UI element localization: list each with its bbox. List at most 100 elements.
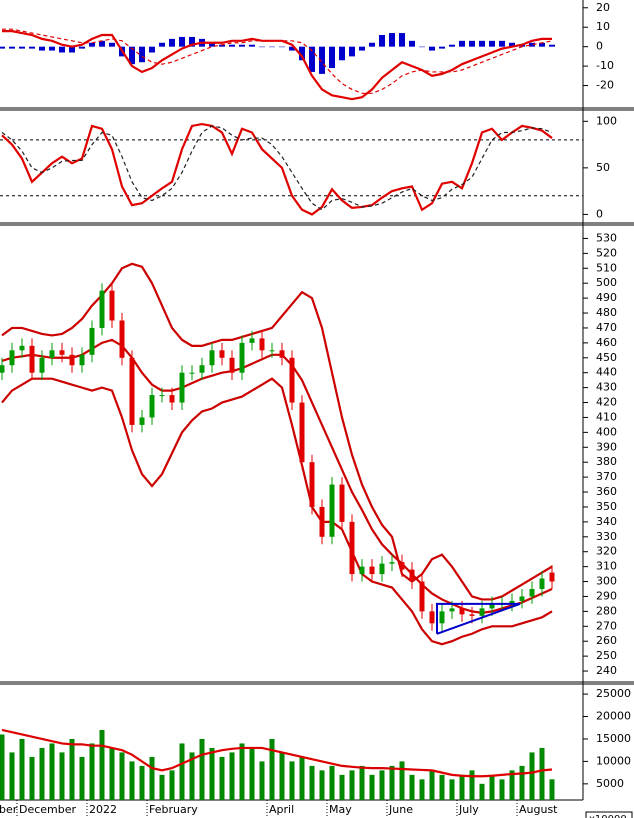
indicator-line <box>2 28 553 94</box>
volume-bar <box>399 761 405 800</box>
volume-bar <box>259 761 265 800</box>
volume-bar <box>289 761 295 800</box>
candle-body <box>479 608 485 616</box>
y-tick-label: 300 <box>596 575 617 588</box>
volume-bar <box>379 770 385 800</box>
y-tick-label: 490 <box>596 291 617 304</box>
histogram-bar <box>439 46 445 49</box>
volume-bar <box>439 774 445 800</box>
y-tick-label: 430 <box>596 381 617 394</box>
histogram-bar <box>159 42 165 47</box>
volume-bar <box>369 774 375 800</box>
volume-bar <box>549 779 555 800</box>
y-tick-label: 400 <box>596 425 617 438</box>
histogram-bar <box>389 33 395 47</box>
y-tick-label: 470 <box>596 321 617 334</box>
candle-body <box>519 596 525 601</box>
histogram-bar <box>489 40 495 47</box>
candle-body <box>79 354 85 366</box>
candle-body <box>19 345 25 351</box>
volume-bar <box>229 752 235 800</box>
volume-bar <box>509 770 515 800</box>
volume-bar <box>339 774 345 800</box>
volume-bar <box>69 738 75 800</box>
volume-bar <box>529 752 535 800</box>
candle-body <box>209 350 215 366</box>
volume-bar <box>429 770 435 800</box>
x-tick-label: February <box>149 803 198 816</box>
volume-bar <box>479 783 485 800</box>
indicator-line <box>1 262 553 601</box>
multiplier-label: x10000 <box>589 814 627 818</box>
x-tick-label: May <box>329 803 352 816</box>
candle-body <box>529 589 535 597</box>
y-tick-label: 15000 <box>596 732 631 745</box>
y-tick-label: 410 <box>596 410 617 423</box>
candle-body <box>99 290 105 328</box>
candle-body <box>169 395 175 403</box>
histogram-bar <box>189 36 195 47</box>
volume-bar <box>389 765 395 800</box>
volume-bar <box>359 765 365 800</box>
y-tick-label: 420 <box>596 396 617 409</box>
candle-body <box>319 506 325 537</box>
histogram-bar <box>319 46 325 74</box>
candle-body <box>509 600 515 604</box>
candle-body <box>419 581 425 612</box>
y-tick-label: 0 <box>596 207 603 220</box>
candle-body <box>449 608 455 612</box>
histogram-bar <box>459 40 465 47</box>
volume-bar <box>89 743 95 800</box>
candle-body <box>229 357 235 373</box>
candle-body <box>289 357 295 403</box>
histogram-bar <box>169 38 175 47</box>
candle-body <box>369 566 375 575</box>
y-tick-label: 370 <box>596 470 617 483</box>
candle-body <box>299 402 305 463</box>
volume-bar <box>319 770 325 800</box>
histogram-bar <box>129 46 135 65</box>
y-tick-label: 450 <box>596 351 617 364</box>
y-tick-label: 0 <box>596 40 603 53</box>
y-tick-label: 5000 <box>596 777 624 790</box>
histogram-bar <box>359 46 365 51</box>
y-tick-label: 310 <box>596 560 617 573</box>
y-tick-label: 280 <box>596 604 617 617</box>
histogram-bar <box>529 42 535 47</box>
histogram-bar <box>29 46 35 49</box>
histogram-bar <box>339 46 345 61</box>
histogram-bar <box>49 46 55 51</box>
volume-bar <box>49 743 55 800</box>
volume-bar <box>449 779 455 800</box>
y-tick-label: 260 <box>596 634 617 647</box>
y-tick-label: 250 <box>596 649 617 662</box>
candle-body <box>109 290 115 321</box>
y-tick-label: 10 <box>596 20 610 33</box>
y-tick-label: 290 <box>596 589 617 602</box>
y-tick-label: 440 <box>596 366 617 379</box>
candle-body <box>249 338 255 343</box>
candle-body <box>409 569 415 582</box>
candle-body <box>429 611 435 624</box>
volume-bar <box>419 779 425 800</box>
volume-bar <box>9 752 15 800</box>
y-tick-label: 50 <box>596 161 610 174</box>
histogram-bar <box>429 46 435 51</box>
volume-bar <box>19 738 25 800</box>
volume-bar <box>519 765 525 800</box>
candle-body <box>9 350 15 366</box>
volume-bar <box>489 774 495 800</box>
histogram-bar <box>219 44 225 47</box>
candle-body <box>149 395 155 418</box>
candle-body <box>89 327 95 355</box>
volume-bar <box>499 779 505 800</box>
y-tick-label: 10000 <box>596 754 631 767</box>
histogram-bar <box>379 35 385 47</box>
volume-bar <box>99 729 105 800</box>
volume-bar <box>149 756 155 800</box>
volume-bar <box>409 774 415 800</box>
candle-body <box>399 562 405 570</box>
candle-body <box>129 357 135 425</box>
